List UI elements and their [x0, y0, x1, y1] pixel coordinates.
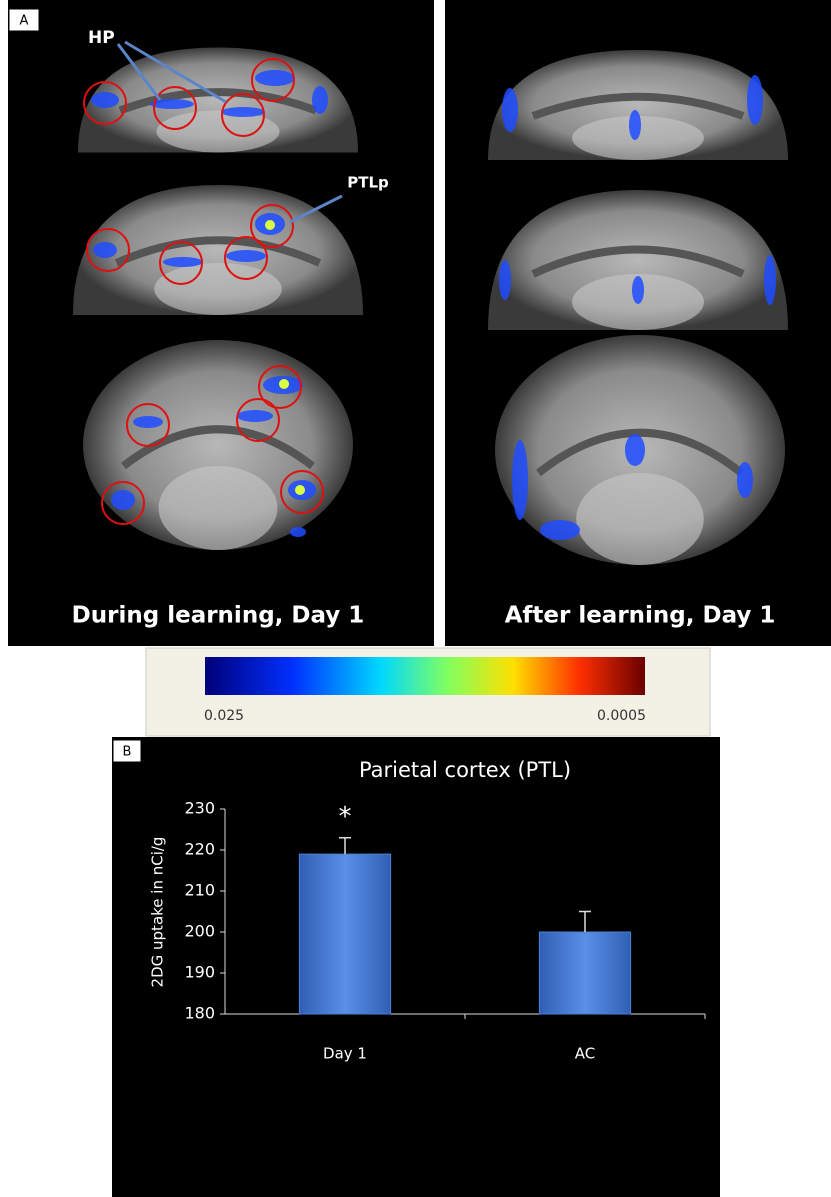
bar	[539, 932, 630, 1014]
y-tick-label: 210	[184, 881, 215, 900]
activation-blob	[111, 490, 135, 510]
y-tick-label: 190	[184, 963, 215, 982]
activation-blob	[737, 462, 753, 498]
y-axis-label: 2DG uptake in nCi/g	[149, 837, 167, 988]
activation-blob	[632, 276, 644, 304]
activation-blob	[629, 110, 641, 140]
activation-blob	[255, 70, 295, 86]
activation-blob	[221, 107, 265, 117]
activation-blob	[512, 440, 528, 520]
caption: After learning, Day 1	[505, 603, 776, 629]
brain-structure	[156, 111, 279, 153]
y-tick-label: 220	[184, 840, 215, 859]
panel-label: A	[20, 14, 29, 29]
activation-blob	[312, 86, 328, 114]
significance-mark: *	[339, 802, 352, 832]
colorbar-label: 0.0005	[597, 708, 646, 724]
panel-label: B	[123, 745, 132, 760]
activation-blob	[747, 75, 763, 125]
caption: During learning, Day 1	[72, 603, 365, 629]
activation-hotspot	[265, 220, 275, 230]
chart-title: Parietal cortex (PTL)	[359, 758, 571, 782]
colorbar	[205, 657, 645, 695]
activation-hotspot	[295, 485, 305, 495]
y-tick-label: 180	[184, 1004, 215, 1023]
x-tick-label: AC	[575, 1045, 595, 1063]
annotation: PTLp	[347, 174, 389, 192]
activation-blob	[93, 242, 117, 258]
activation-blob	[133, 416, 163, 428]
activation-blob	[91, 92, 119, 108]
x-tick-label: Day 1	[323, 1045, 367, 1063]
bar	[299, 854, 390, 1014]
figure: A HP PTLp During learning, Day 1 After l…	[0, 0, 831, 1197]
activation-blob	[499, 260, 511, 300]
activation-hotspot	[279, 379, 289, 389]
annotation: HP	[88, 28, 115, 48]
activation-blob	[226, 250, 266, 262]
y-tick-label: 200	[184, 922, 215, 941]
activation-blob	[764, 255, 776, 305]
page: {"panel_a": {"label": "A", "annotations"…	[0, 0, 831, 1197]
activation-blob	[237, 410, 273, 422]
activation-blob	[540, 520, 580, 540]
activation-blob	[625, 434, 645, 466]
brain-structure	[576, 473, 704, 565]
y-tick-label: 230	[184, 799, 215, 818]
activation-blob	[150, 99, 194, 109]
brain-structure	[159, 466, 278, 550]
activation-blob	[290, 527, 306, 537]
activation-blob	[163, 257, 203, 267]
colorbar-label: 0.025	[204, 708, 244, 724]
activation-blob	[502, 88, 518, 132]
